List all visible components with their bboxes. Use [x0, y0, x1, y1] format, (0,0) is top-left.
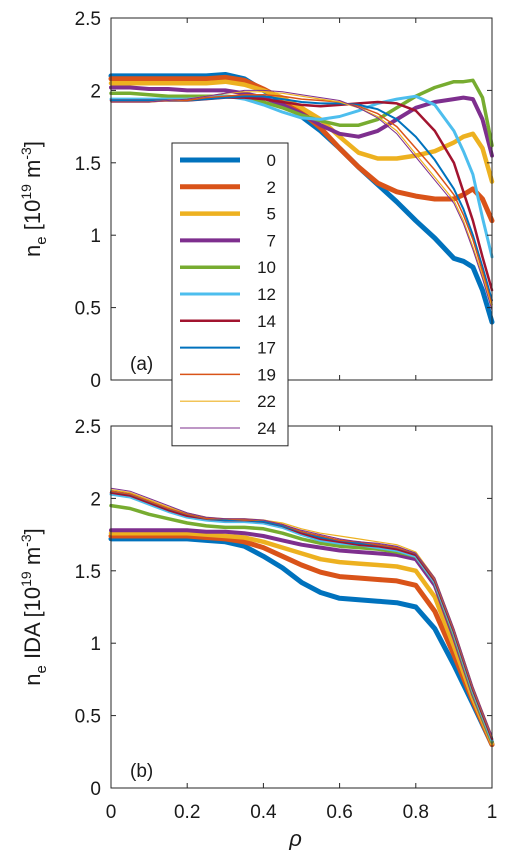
y-axis-label-part: 19 [18, 571, 34, 587]
series-line-19 [110, 93, 493, 306]
y-tick-label: 2 [90, 81, 101, 102]
plot-frame [110, 425, 493, 789]
y-axis-label-part: ] [20, 528, 45, 534]
y-axis-label-part: n [20, 673, 45, 685]
y-axis-label-part: ] [20, 141, 45, 147]
y-tick-label: 0.5 [75, 707, 101, 728]
y-tick-label: 2 [90, 489, 101, 510]
panel-b: 0 0.5 1 1.5 2 2.5 0 0.2 0.4 0.6 0.8 1 (b) ne IDA [101… [18, 417, 497, 850]
x-tick-label: 0.8 [403, 802, 429, 823]
legend-label-0: 0 [267, 151, 276, 170]
legend-label-17: 17 [257, 339, 276, 358]
series-line-2 [108, 533, 495, 748]
y-axis-label: ne [1019 m-3] [18, 141, 50, 257]
x-tick-label: 0.2 [174, 802, 200, 823]
y-tick-label: 0 [90, 371, 101, 392]
y-tick-label: 1 [90, 634, 101, 655]
panel-a: 00.511.522.5(a)ne [1019 m-3] [18, 9, 495, 392]
x-tick-label: 0.6 [326, 802, 352, 823]
legend-label-22: 22 [257, 392, 276, 411]
panel-label: (a) [130, 354, 153, 375]
y-axis-label-part: m [20, 547, 45, 571]
y-tick-label: 1 [90, 226, 101, 247]
x-axis-label: ρ [288, 826, 302, 850]
legend-label-10: 10 [257, 258, 276, 277]
series-line-14 [109, 96, 494, 292]
legend-label-2: 2 [267, 178, 276, 197]
series-line-24 [110, 89, 493, 311]
y-axis-label-part: -3 [18, 147, 34, 160]
y-axis-label-part: m [20, 160, 45, 184]
y-axis-label: ne IDA [1019 m-3] [18, 528, 50, 685]
panel-label: (b) [130, 761, 153, 782]
y-tick-label: 2.5 [75, 417, 101, 438]
y-tick-label: 1.5 [75, 562, 101, 583]
y-tick-label: 1.5 [75, 154, 101, 175]
legend-label-12: 12 [257, 285, 276, 304]
legend: 0 2 5 7 10 12 14 17 19 22 24 [171, 142, 289, 447]
y-tick-label: 0.5 [75, 299, 101, 320]
series-line-7 [109, 528, 494, 744]
x-tick-label: 1 [487, 802, 498, 823]
series-line-19 [110, 490, 493, 739]
y-axis-label-part: -3 [18, 534, 34, 547]
y-axis-label-part: 19 [18, 184, 34, 200]
legend-label-7: 7 [267, 231, 276, 250]
y-axis-label-part: [10 [20, 200, 45, 237]
y-axis-label-part: e [33, 665, 50, 673]
series-line-0 [108, 536, 495, 748]
legend-label-19: 19 [257, 365, 276, 384]
plot-frame [110, 17, 493, 381]
y-tick-label: 2.5 [75, 9, 101, 30]
legend-label-14: 14 [257, 312, 276, 331]
legend-label-5: 5 [267, 205, 276, 224]
y-axis-label-part: IDA [10 [20, 587, 45, 665]
x-tick-label: 0.4 [250, 802, 277, 823]
x-tick-label: 0 [106, 802, 117, 823]
series-line-7 [109, 85, 494, 158]
legend-label-24: 24 [257, 419, 276, 438]
series-line-5 [108, 530, 495, 746]
y-axis-label-part: n [20, 245, 45, 257]
y-tick-label: 0 [90, 779, 101, 800]
series-line-24 [110, 487, 493, 737]
y-axis-label-part: e [33, 236, 50, 244]
